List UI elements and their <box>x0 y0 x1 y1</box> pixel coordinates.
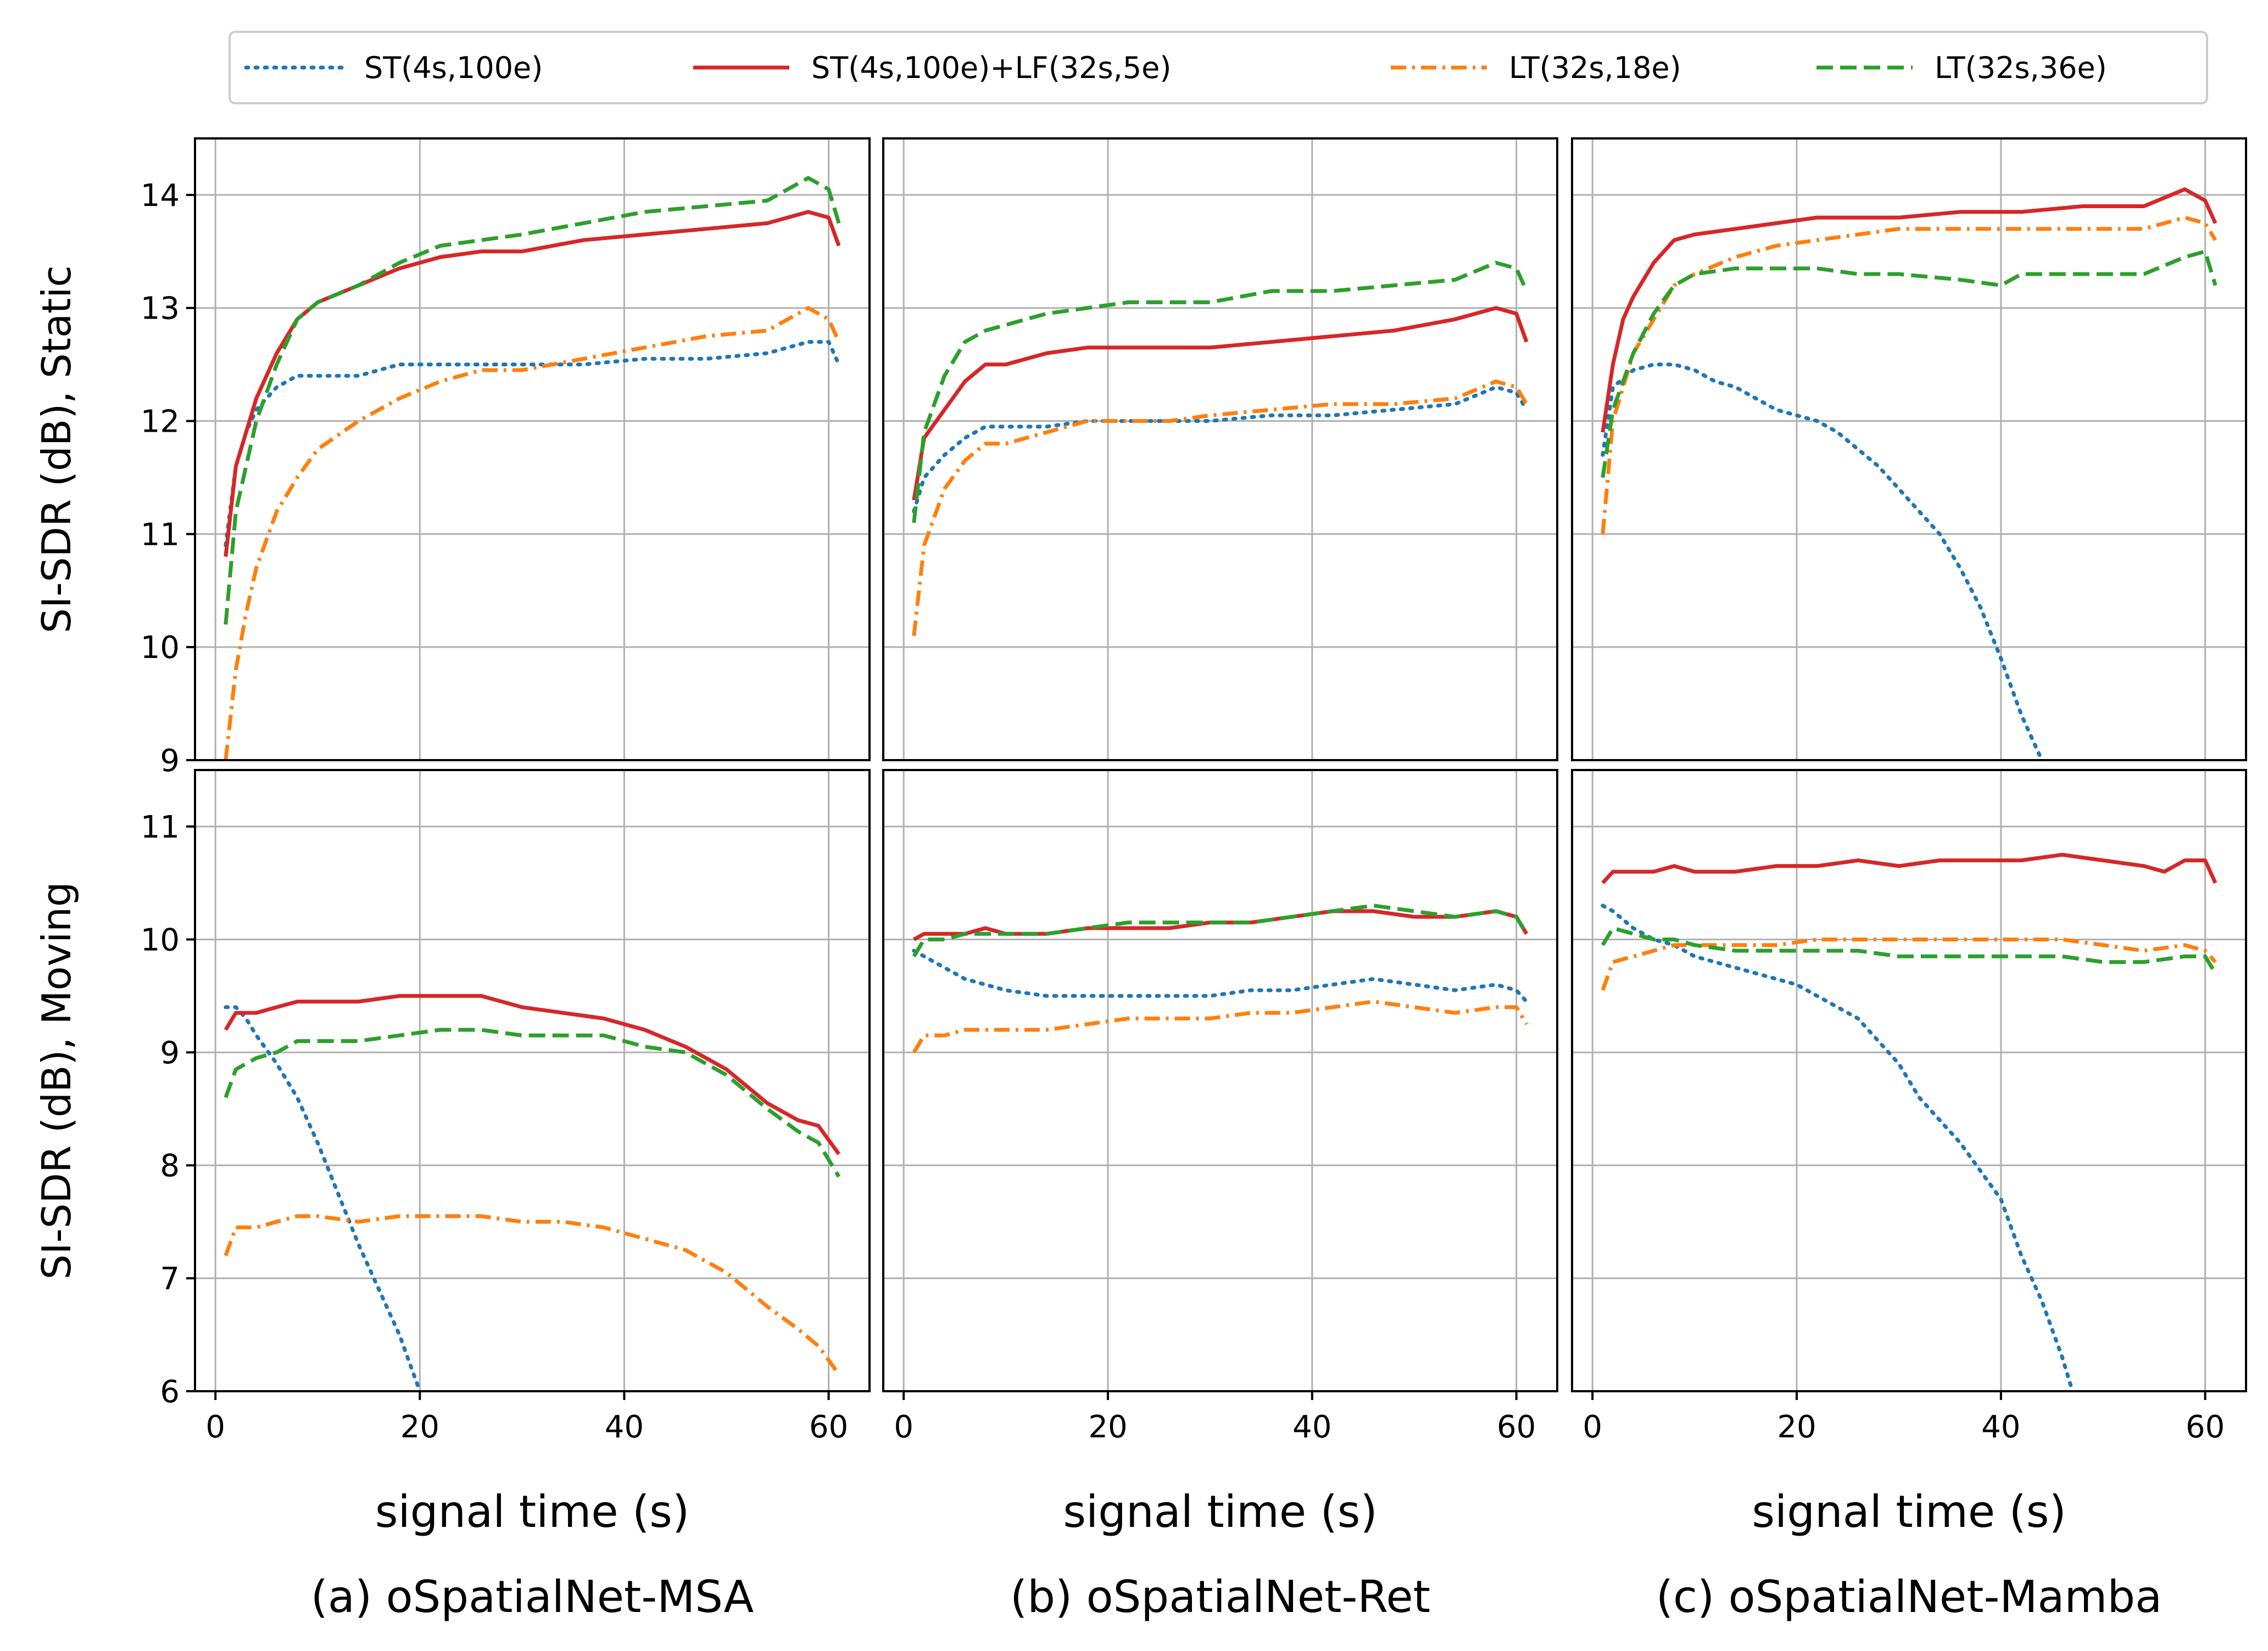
panel-caption: (a) oSpatialNet-MSA <box>311 1571 754 1622</box>
series-line-st-4s-100e- <box>1601 362 2044 760</box>
series-line-lt-32s-36e- <box>912 260 1529 523</box>
legend-label: ST(4s,100e) <box>364 51 543 85</box>
series-line-st-4s-100e- <box>224 1005 422 1391</box>
x-tick-label: 60 <box>2186 1409 2225 1445</box>
x-tick-label: 20 <box>400 1409 439 1445</box>
y-tick-label: 8 <box>160 1148 180 1184</box>
axis-labels: 9 10 11 12 13 14 SI-SDR (dB), Static 6 7 8 9 10 11 SI… <box>34 178 2225 1622</box>
x-axis-label: signal time (s) <box>1752 1486 2066 1537</box>
panel-caption: (b) oSpatialNet-Ret <box>1010 1571 1430 1622</box>
series-line-st-4s-100e-lf-32s-5e- <box>1601 852 2217 884</box>
x-axis-label: signal time (s) <box>375 1486 689 1537</box>
series-line-lt-32s-36e- <box>1601 926 2217 974</box>
x-tick-label: 40 <box>1981 1409 2020 1445</box>
panel-frame <box>882 769 1558 1392</box>
series-line-lt-32s-18e- <box>224 306 841 760</box>
series-line-st-4s-100e-lf-32s-5e- <box>912 306 1529 501</box>
gridlines <box>195 138 2246 1392</box>
panel-frame <box>194 769 871 1392</box>
y-tick-label: 11 <box>141 810 180 845</box>
series-line-st-4s-100e- <box>1601 903 2075 1391</box>
panel-frame <box>194 137 871 761</box>
series-line-st-4s-100e- <box>912 385 1529 514</box>
y-tick-label: 11 <box>141 517 180 553</box>
y-tick-label: 13 <box>141 291 180 327</box>
tick-marks <box>186 193 2206 1400</box>
y-tick-label: 14 <box>141 178 180 214</box>
series-line-st-4s-100e- <box>224 340 841 548</box>
x-tick-label: 20 <box>1777 1409 1816 1445</box>
series-line-lt-32s-36e- <box>224 1028 841 1178</box>
legend-label: ST(4s,100e)+LF(32s,5e) <box>811 51 1171 85</box>
panel-frame <box>1571 769 2247 1392</box>
y-tick-label: 10 <box>141 922 180 958</box>
x-tick-label: 0 <box>894 1409 913 1445</box>
y-axis-label: SI-SDR (dB), Static <box>34 265 80 633</box>
x-tick-label: 20 <box>1088 1409 1127 1445</box>
series-line-lt-32s-36e- <box>1601 249 2217 478</box>
series-line-lt-32s-18e- <box>912 380 1529 636</box>
panel-frame <box>882 137 1558 761</box>
y-tick-label: 9 <box>160 1035 180 1071</box>
series-lines <box>224 176 2217 1391</box>
y-tick-label: 9 <box>160 743 180 779</box>
x-tick-label: 40 <box>1292 1409 1331 1445</box>
x-tick-label: 40 <box>605 1409 644 1445</box>
x-axis-label: signal time (s) <box>1063 1486 1377 1537</box>
legend: ST(4s,100e) ST(4s,100e)+LF(32s,5e) LT(32s,… <box>229 31 2208 104</box>
legend-label: LT(32s,18e) <box>1509 51 1681 85</box>
legend-box <box>229 31 2208 104</box>
series-line-lt-32s-18e- <box>1601 938 2217 991</box>
y-axis-label: SI-SDR (dB), Moving <box>34 882 80 1279</box>
series-line-st-4s-100e-lf-32s-5e- <box>224 994 841 1156</box>
series-line-lt-32s-36e- <box>912 903 1529 958</box>
x-tick-label: 60 <box>1497 1409 1536 1445</box>
series-line-st-4s-100e-lf-32s-5e- <box>224 210 841 557</box>
x-tick-label: 0 <box>1582 1409 1602 1445</box>
y-tick-label: 7 <box>160 1261 180 1297</box>
series-line-st-4s-100e- <box>912 949 1529 1004</box>
y-tick-label: 12 <box>141 404 180 440</box>
series-line-lt-32s-18e- <box>224 1214 841 1376</box>
x-tick-label: 60 <box>809 1409 848 1445</box>
series-line-lt-32s-36e- <box>224 176 841 625</box>
series-line-lt-32s-18e- <box>1601 215 2217 534</box>
panel-frames <box>194 137 2247 1392</box>
x-tick-label: 0 <box>205 1409 225 1445</box>
panel-caption: (c) oSpatialNet-Mamba <box>1656 1571 2162 1622</box>
panel-frame <box>1571 137 2247 761</box>
y-tick-label: 10 <box>141 630 180 666</box>
y-tick-label: 6 <box>160 1374 180 1410</box>
series-line-st-4s-100e-lf-32s-5e- <box>1601 187 2217 433</box>
legend-label: LT(32s,36e) <box>1935 51 2107 85</box>
series-line-lt-32s-18e- <box>912 1000 1529 1053</box>
